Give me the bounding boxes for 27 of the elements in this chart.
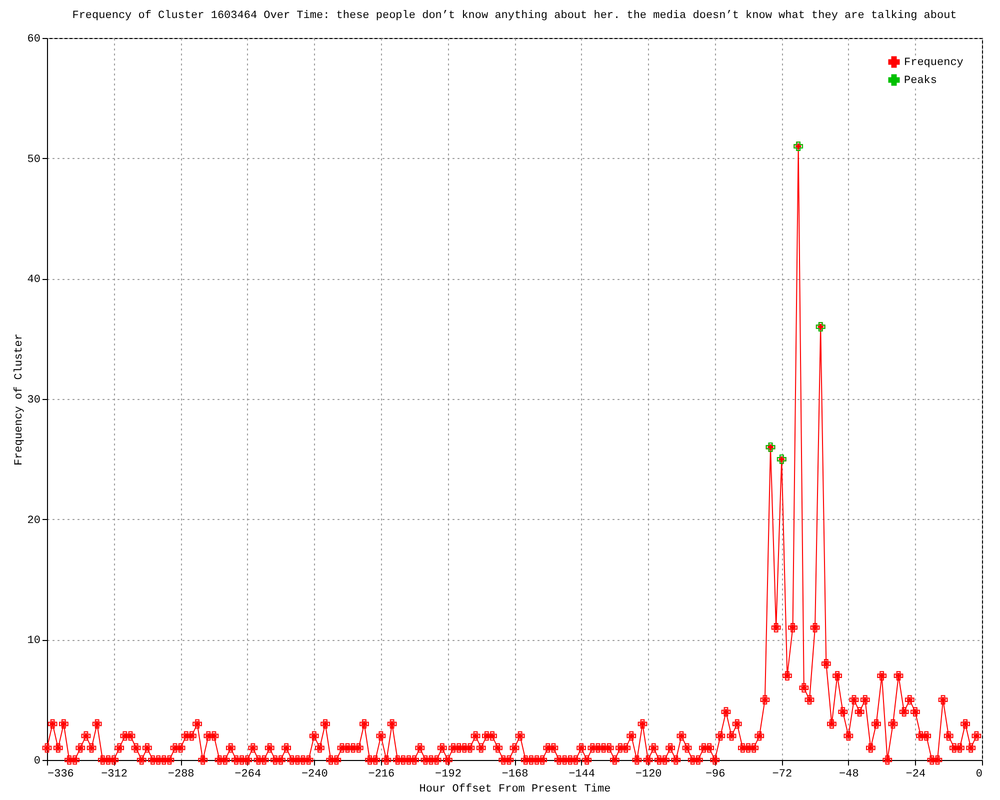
chart-title: Frequency of Cluster 1603464 Over Time: these people don’t know anything about her. the media doesn’t know what they are talking about: [72, 10, 957, 22]
x-tick-label: −96: [705, 768, 726, 780]
x-tick-label: −216: [368, 768, 395, 780]
y-tick-label: 20: [27, 514, 40, 527]
y-axis-title: Frequency of Cluster: [13, 333, 26, 466]
x-tick-label: 0: [976, 768, 982, 780]
x-tick-label: −312: [101, 768, 128, 780]
y-tick-label: 10: [27, 635, 40, 648]
x-tick-label: −144: [568, 768, 596, 780]
y-tick-label: 60: [27, 34, 40, 46]
x-tick-label: −240: [301, 768, 328, 780]
x-tick-label: −168: [502, 768, 528, 780]
x-axis-title: Hour Offset From Present Time: [419, 784, 611, 796]
x-tick-label: −120: [635, 768, 662, 780]
y-tick-label: 30: [27, 394, 40, 406]
y-tick-label: 50: [27, 154, 40, 166]
x-tick-label: −24: [906, 768, 926, 780]
legend-label: Peaks: [904, 75, 938, 87]
y-tick-label: 0: [34, 756, 40, 768]
x-tick-label: −264: [234, 768, 262, 780]
x-tick-label: −192: [435, 768, 462, 780]
x-tick-label: −72: [772, 768, 792, 780]
x-tick-label: −288: [168, 768, 194, 780]
legend-label: Frequency: [904, 57, 964, 69]
x-tick-label: −336: [48, 768, 74, 780]
x-tick-label: −48: [839, 768, 859, 780]
y-tick-label: 40: [27, 274, 40, 286]
